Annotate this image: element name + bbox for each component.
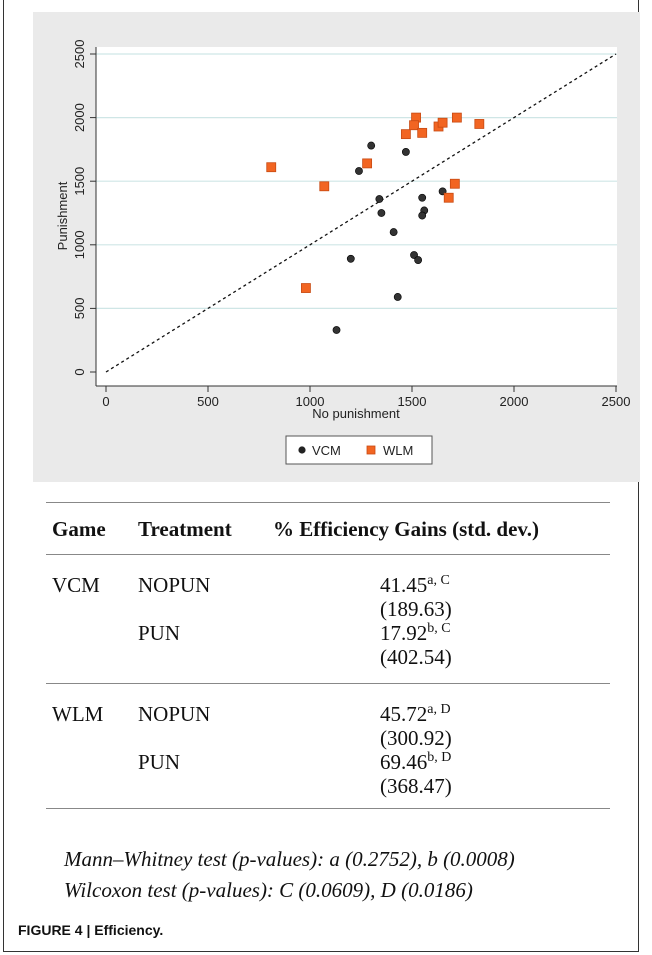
point-vcm [418, 211, 427, 220]
legend-vcm-marker [298, 446, 306, 454]
table-row: PUN 17.92b, C [46, 621, 610, 645]
grid-lines [96, 53, 617, 309]
value-superscript: b, C [427, 621, 451, 636]
y-tick-label: 500 [72, 298, 87, 320]
y-ticks: 0 500 1000 1500 2000 2500 [72, 40, 96, 376]
value-mean: 69.46 [380, 750, 428, 774]
legend: VCM WLM [285, 435, 433, 465]
cell-game [46, 621, 138, 645]
legend-vcm-label: VCM [312, 443, 341, 458]
point-wlm [301, 283, 311, 293]
y-axis-label: Punishment [55, 181, 70, 250]
scatter-plot: 0 500 1000 1500 2000 2500 0 500 1000 1500 2000 250… [55, 40, 630, 465]
header-game: Game [46, 502, 138, 555]
point-vcm [332, 326, 341, 334]
header-efficiency: % Efficiency Gains (std. dev.) [273, 502, 610, 555]
table-row-sd: (368.47) [46, 774, 610, 798]
table-row-sd: (189.63) [46, 597, 610, 621]
point-vcm [377, 209, 386, 217]
header-treatment: Treatment [138, 502, 273, 555]
reference-line-45deg [105, 53, 617, 373]
point-vcm [355, 167, 363, 175]
value-mean: 41.45 [380, 573, 428, 597]
y-tick-label: 2500 [72, 40, 87, 69]
point-wlm [266, 162, 277, 173]
cell-sd: (368.47) [380, 774, 452, 798]
point-vcm [414, 256, 423, 264]
x-tick-label: 1000 [296, 394, 325, 409]
y-tick-label: 1000 [72, 230, 87, 259]
legend-box [285, 435, 433, 465]
value-mean: 17.92 [380, 621, 428, 645]
y-tick-label: 1500 [72, 167, 87, 196]
table-row: WLM NOPUN 45.72a, D [46, 702, 610, 726]
point-vcm [401, 148, 410, 156]
x-tick-label: 2000 [500, 394, 529, 409]
cell-value: 17.92b, C [273, 621, 610, 645]
table-row: PUN 69.46b, D [46, 750, 610, 774]
point-wlm [362, 158, 373, 169]
data-points [266, 112, 485, 334]
wilcoxon-note: Wilcoxon test (p-values): C (0.0609), D … [64, 878, 473, 902]
table-header-row: Game Treatment % Efficiency Gains (std. … [46, 502, 610, 555]
point-wlm [474, 119, 485, 129]
cell-sd: (402.54) [380, 645, 452, 669]
mann-whitney-note: Mann–Whitney test (p-values): a (0.2752)… [64, 847, 515, 871]
value-superscript: a, C [427, 573, 450, 588]
value-mean: 45.72 [380, 702, 428, 726]
cell-treatment: NOPUN [138, 702, 211, 726]
point-wlm [437, 117, 448, 128]
point-vcm [375, 195, 384, 203]
point-vcm [418, 193, 427, 202]
cell-treatment: PUN [138, 621, 181, 645]
point-vcm [389, 228, 398, 236]
table-row-sd: (402.54) [46, 645, 610, 669]
legend-wlm-marker [366, 445, 376, 455]
point-wlm [449, 178, 460, 189]
x-tick-label: 500 [197, 394, 219, 409]
table-row-sd: (300.92) [46, 726, 610, 750]
cell-value: 45.72a, D [273, 702, 610, 726]
point-vcm [393, 293, 402, 301]
point-vcm [346, 254, 355, 263]
cell-value: 69.46b, D [273, 750, 610, 774]
efficiency-table: Game Treatment % Efficiency Gains (std. … [46, 502, 610, 809]
cell-treatment: PUN [138, 750, 181, 774]
x-tick-label: 0 [102, 394, 109, 409]
cell-sd: (300.92) [380, 726, 452, 750]
cell-value: 41.45a, C [273, 573, 610, 597]
y-tick-label: 2000 [72, 103, 87, 132]
x-axis-label: No punishment [312, 406, 400, 421]
point-vcm [410, 251, 418, 259]
figure-caption: FIGURE 4 | Efficiency. [18, 922, 164, 938]
x-tick-label: 2500 [602, 394, 631, 409]
cell-game [46, 750, 138, 774]
point-wlm [409, 120, 419, 131]
value-superscript: b, D [427, 750, 452, 765]
x-ticks: 0 500 1000 1500 2000 2500 [102, 386, 630, 409]
y-tick-label: 0 [72, 368, 87, 375]
point-wlm [400, 129, 411, 140]
table-bottom-rule [46, 798, 610, 809]
x-tick-label: 1500 [398, 394, 427, 409]
point-wlm [417, 127, 428, 138]
table-row: VCM NOPUN 41.45a, C [46, 573, 610, 597]
cell-treatment: NOPUN [138, 573, 211, 597]
cell-sd: (189.63) [380, 597, 452, 621]
point-wlm [443, 192, 454, 203]
cell-game: WLM [52, 702, 104, 726]
point-wlm [319, 181, 330, 192]
value-superscript: a, D [427, 702, 451, 717]
legend-wlm-label: WLM [383, 443, 413, 458]
cell-game: VCM [52, 573, 100, 597]
point-wlm [451, 112, 462, 123]
point-vcm [367, 141, 376, 150]
group-separator [46, 669, 610, 684]
